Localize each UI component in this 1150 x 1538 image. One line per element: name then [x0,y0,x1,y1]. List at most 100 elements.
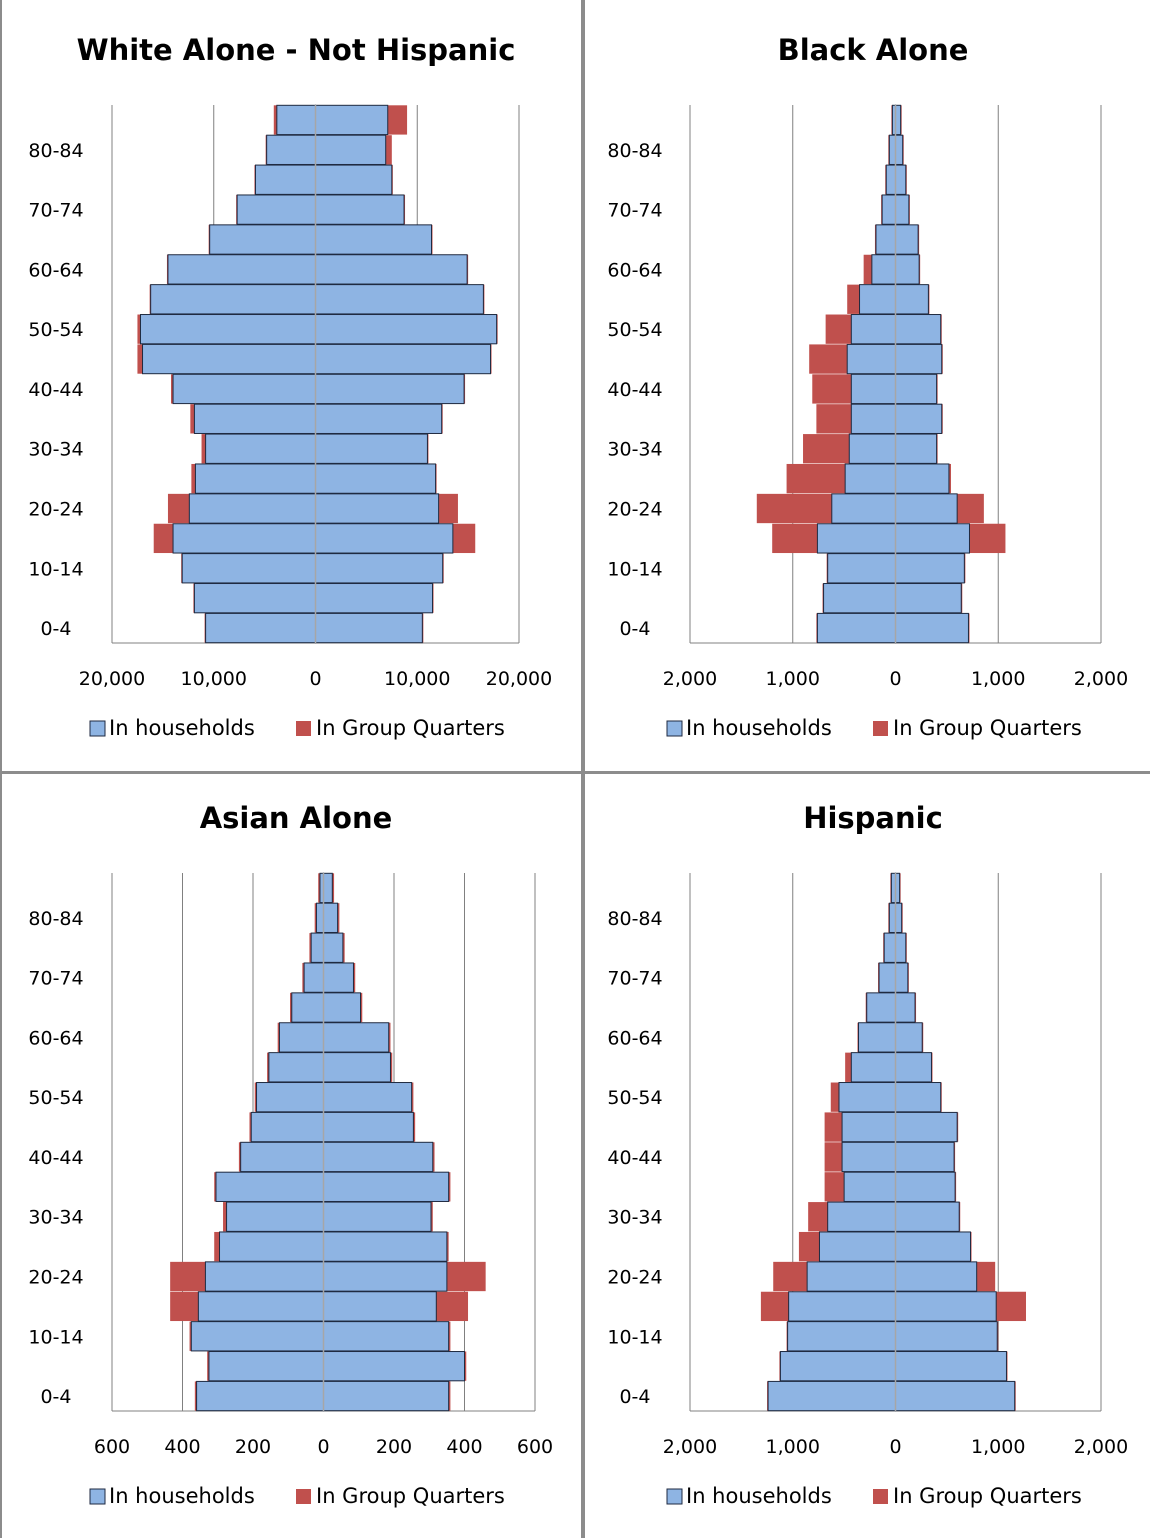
bar-group-quarters-right [928,284,930,314]
bar-group-quarters-right [955,1172,957,1202]
bar-group-quarters-right [941,404,943,434]
bar-households-left [303,962,324,993]
chart-black-alone: Black Alone 2,000 1,000 0 1,000 2,000 0-4 10-14… [607,33,1128,740]
bar-group-quarters-left [888,135,890,165]
bar-households-right [323,1201,432,1232]
bar-households-right [895,373,938,405]
bar-households-left [841,1111,897,1143]
bar-group-quarters-right [446,1261,486,1292]
bar-group-quarters-right [907,962,909,993]
bar-households-right [895,224,919,255]
bar-households-right [895,284,929,315]
x-tick-label: 0 [889,668,901,690]
chart-title: Asian Alone [200,801,393,835]
legend-label-households: In households [686,1484,832,1508]
divider-horizontal [0,771,1150,774]
y-tick-label: 30-34 [607,1207,662,1229]
bar-households-left [190,1321,324,1352]
bar-households-right [895,343,943,375]
bar-households-left [850,314,897,345]
bar-group-quarters-left [149,284,151,314]
bar-group-quarters-left [238,1142,241,1172]
bar-households-left [291,992,324,1023]
bar-households-left [838,1082,897,1113]
bar-group-quarters-right [388,1022,391,1053]
bar-households-left [167,254,316,285]
bar-households-right [895,1082,942,1113]
bar-group-quarters-left [207,1351,209,1381]
bar-group-quarters-left [798,1231,820,1262]
y-tick-label: 60-64 [28,1027,83,1049]
bar-households-left [788,1291,896,1322]
y-tick-label: 80-84 [28,908,83,930]
x-tick-label: 1,000 [971,1436,1025,1458]
bar-group-quarters-right [908,194,910,225]
bar-households-right [895,134,904,165]
bar-households-right [895,493,958,524]
bar-households-right [315,373,465,405]
x-tick-label: 1,000 [971,668,1025,690]
bar-group-quarters-right [404,194,406,225]
y-tick-label: 40-44 [607,379,662,401]
bar-group-quarters-right [332,873,335,903]
bar-group-quarters-right [432,583,434,613]
bar-group-quarters-left [809,344,848,374]
bar-households-right [315,583,434,614]
bar-group-quarters-left [223,1202,227,1232]
bar-group-quarters-right [448,1321,451,1351]
bar-households-left [878,962,896,993]
bar-households-left [226,1201,324,1232]
bar-households-right [895,403,943,434]
bar-households-right [895,612,969,644]
bar-households-left [859,284,897,315]
bar-households-left [142,343,316,375]
bar-households-right [895,932,907,963]
bar-group-quarters-left [874,224,876,255]
bar-households-left [827,553,896,584]
bar-households-left [843,1171,896,1202]
bar-households-right [323,1261,448,1292]
legend-swatch-group-quarters [873,721,888,736]
bar-group-quarters-right [922,1022,924,1053]
y-tick-label: 0-4 [40,618,71,640]
bar-households-right [895,1111,958,1143]
bar-group-quarters-left [236,194,238,225]
bar-households-right [323,872,333,904]
border-left [0,0,2,1538]
bar-households-left [850,373,897,405]
bar-group-quarters-right [936,434,938,464]
bar-group-quarters-right [431,1202,433,1232]
bar-group-quarters-left [137,344,143,374]
bar-households-right [315,104,389,136]
bar-group-quarters-left [265,135,267,165]
bar-group-quarters-left [214,1231,220,1262]
bar-households-left [194,463,316,494]
bar-households-right [895,1291,997,1322]
x-tick-label: 600 [94,1436,130,1458]
bar-households-right [315,403,443,434]
bar-group-quarters-left [881,194,883,225]
bar-group-quarters-left [249,1112,252,1142]
legend-swatch-households [666,720,683,737]
bar-households-left [850,403,897,434]
bar-households-right [323,902,339,933]
bar-group-quarters-right [915,992,917,1023]
bar-group-quarters-left [878,962,880,993]
bar-group-quarters-left [273,105,277,135]
bar-group-quarters-right [957,493,984,524]
bar-group-quarters-left [773,1261,808,1292]
bar-households-right [315,164,393,195]
bar-households-right [323,1231,448,1262]
bar-households-left [816,523,896,554]
bar-group-quarters-left [824,1142,843,1172]
y-tick-label: 20-24 [28,1267,83,1289]
bar-households-right [315,493,440,524]
y-tick-label: 40-44 [607,1147,662,1169]
bar-group-quarters-right [1014,1381,1016,1411]
bar-households-left [883,932,897,963]
bar-households-left [844,463,896,494]
x-tick-label: 20,000 [79,668,145,690]
bar-group-quarters-right [496,314,498,344]
y-tick-label: 30-34 [28,439,83,461]
bar-households-right [895,1351,1007,1382]
